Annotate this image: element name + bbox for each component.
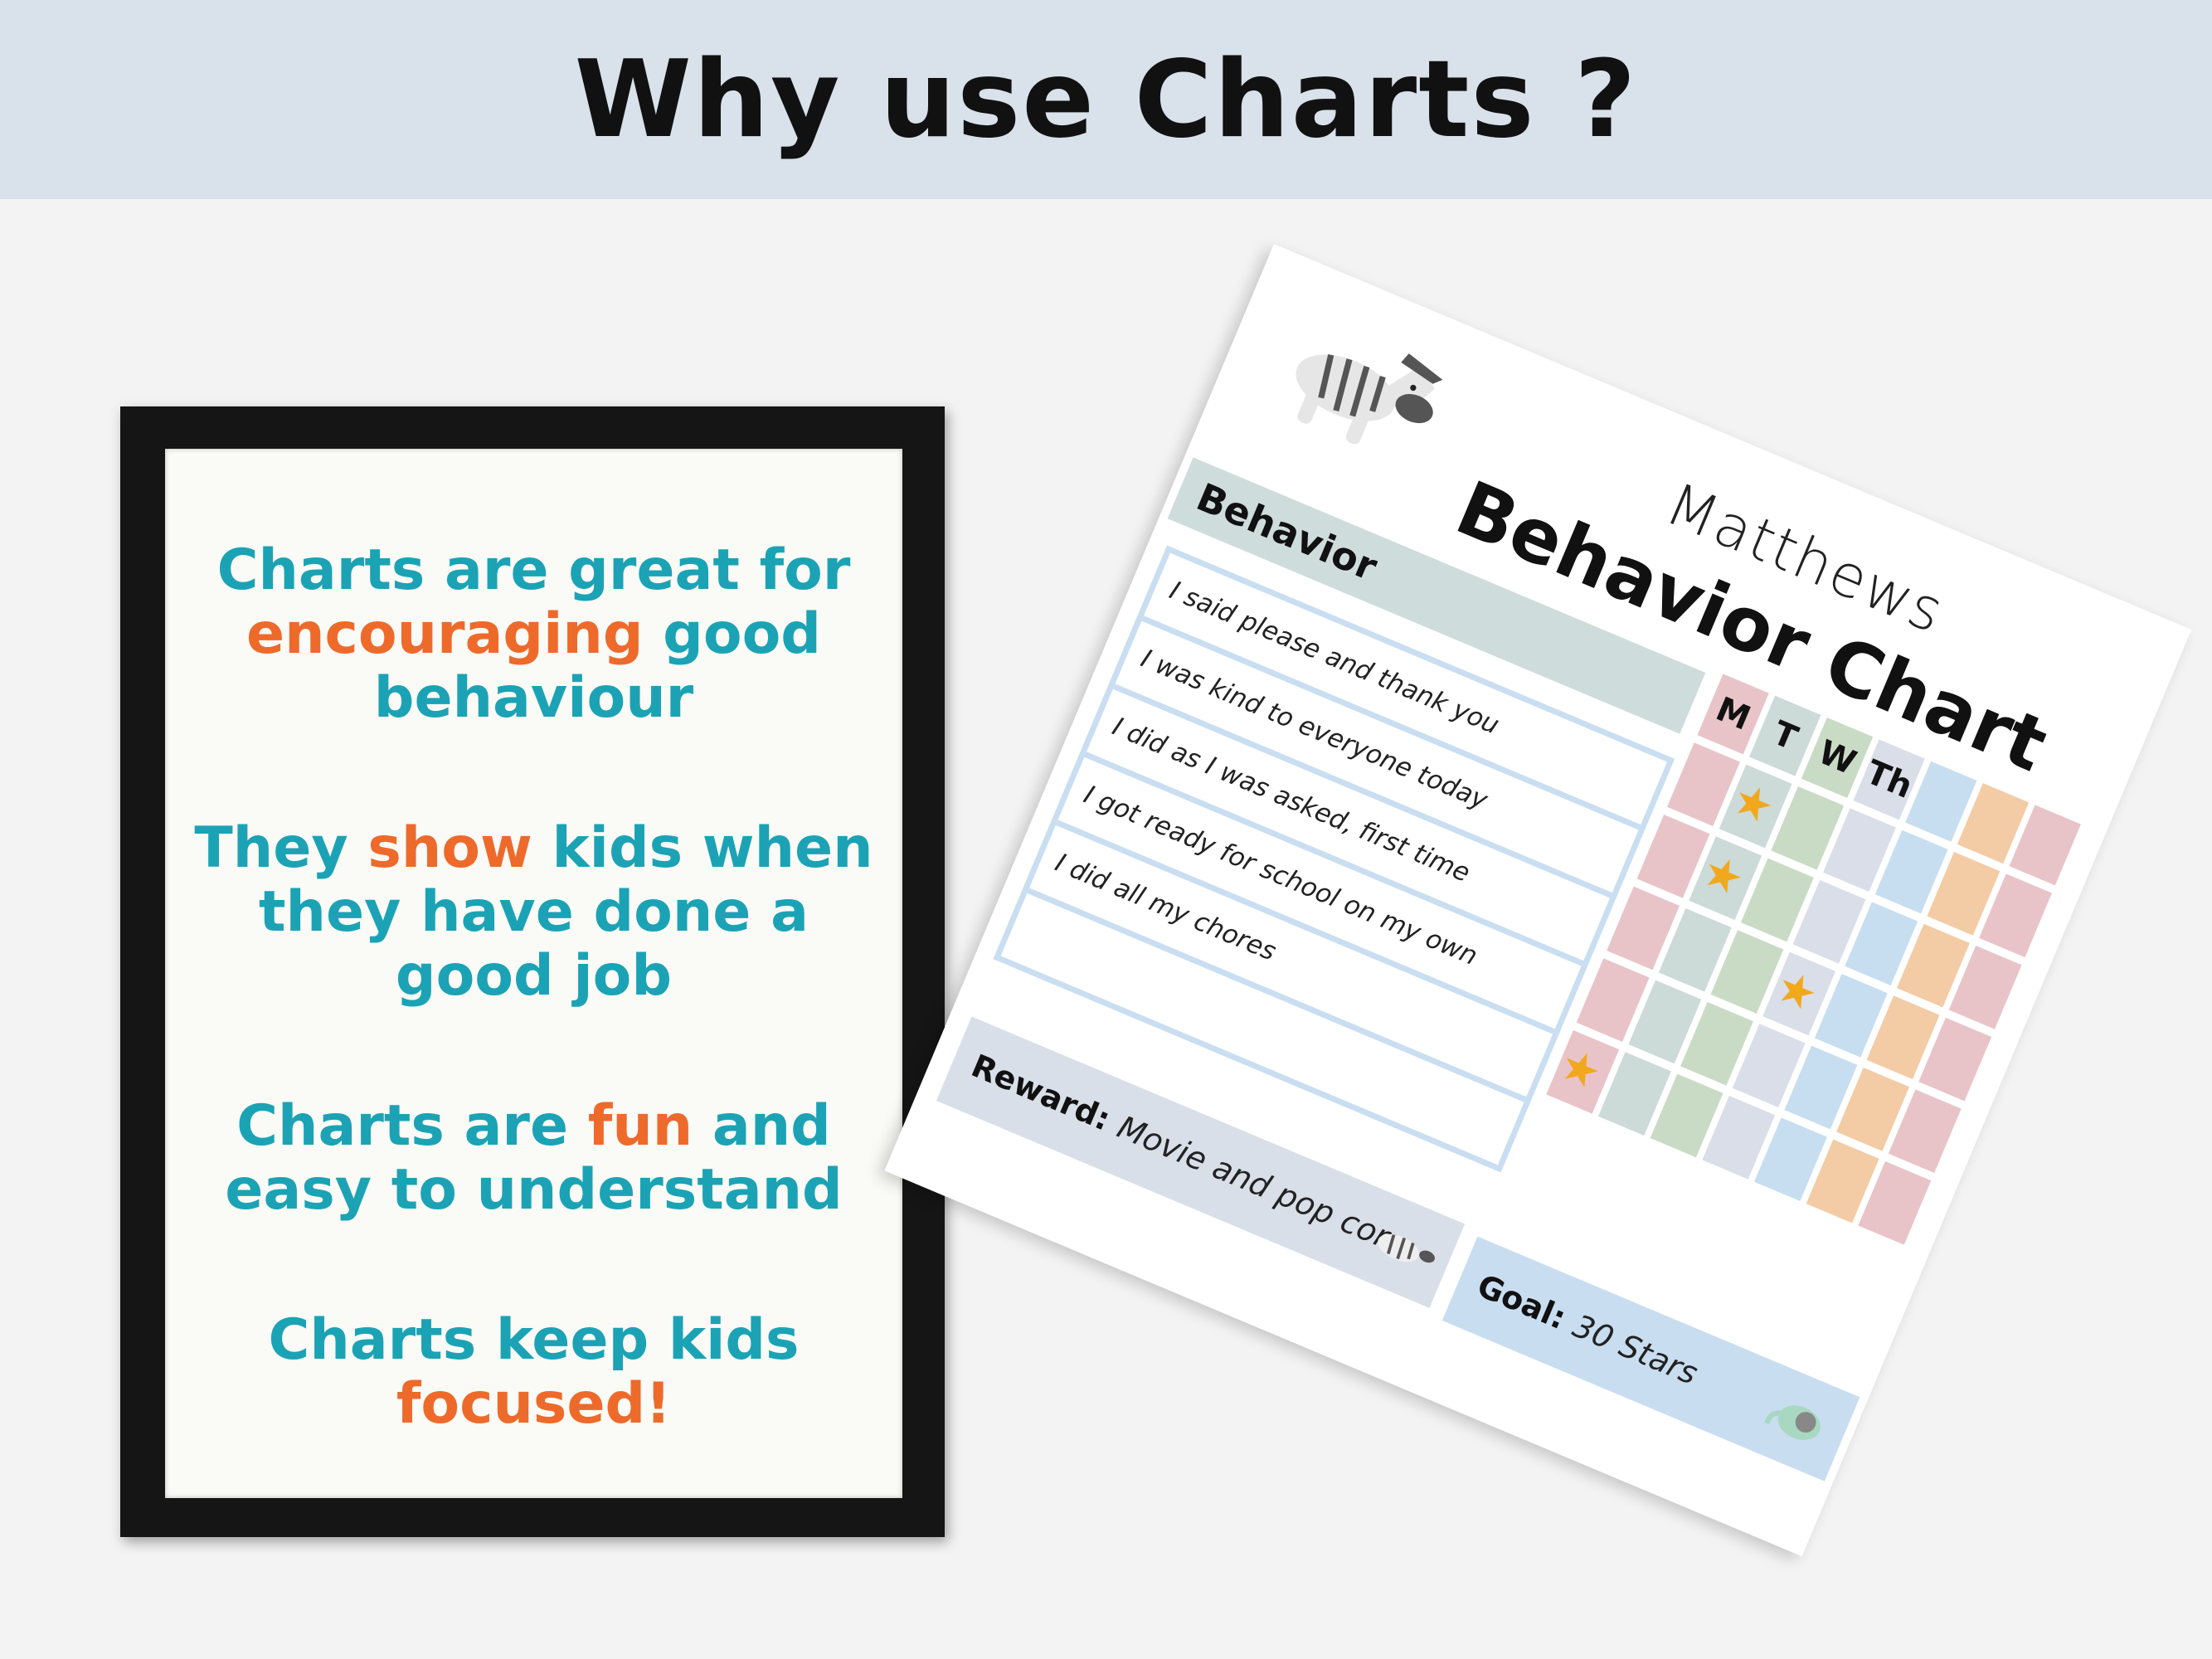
goal-bar: Goal:30 Stars: [1441, 1236, 1860, 1481]
reward-label: Reward:: [965, 1047, 1116, 1138]
page-title: Why use Charts ?: [574, 37, 1638, 162]
poster-text-segment: and easy to understand: [225, 1093, 843, 1223]
header-banner: Why use Charts ?: [0, 0, 2212, 199]
poster-paragraph: Charts keep kids focused!: [182, 1308, 886, 1436]
highlight-word: show: [367, 815, 532, 881]
poster-paragraph: They show kids when they have done a goo…: [182, 816, 886, 1008]
highlight-word: encouraging: [246, 601, 644, 667]
poster-text-segment: good behaviour: [373, 601, 821, 731]
reward-value: Movie and pop corn: [1111, 1108, 1414, 1263]
poster-paragraph: Charts are great for encouraging good be…: [182, 538, 886, 730]
star-icon: ★: [1768, 958, 1826, 1023]
poster-text-segment: kids when they have done a good job: [259, 815, 873, 1009]
poster-text-segment: They: [194, 815, 368, 881]
poster-text-segment: Charts are great for: [216, 538, 851, 603]
poster-text: Charts are great for encouraging good be…: [165, 538, 902, 1522]
poster-text-segment: Charts are: [236, 1093, 588, 1159]
highlight-word: focused!: [396, 1371, 672, 1437]
picture-frame: Charts are great for encouraging good be…: [120, 406, 945, 1537]
poster-text-segment: Charts keep kids: [268, 1307, 800, 1373]
star-icon: ★: [1724, 771, 1782, 835]
zebra-small-icon: [1378, 1233, 1435, 1263]
star-icon: ★: [1694, 843, 1753, 907]
highlight-word: fun: [587, 1093, 693, 1159]
day-column: [1858, 805, 2081, 1245]
goal-label: Goal:: [1471, 1267, 1572, 1337]
framed-poster: Charts are great for encouraging good be…: [165, 449, 902, 1498]
goal-value: 30 Stars: [1568, 1307, 1704, 1392]
star-icon: ★: [1552, 1037, 1610, 1101]
poster-paragraph: Charts are fun and easy to understand: [182, 1094, 886, 1222]
elephant-icon: [1764, 1405, 1821, 1440]
zebra-icon: [1296, 353, 1443, 445]
behavior-chart-sheet: Matthews Behavior Chart Behavior I said …: [884, 244, 2192, 1557]
reward-bar: Reward:Movie and pop corn: [936, 1016, 1466, 1308]
